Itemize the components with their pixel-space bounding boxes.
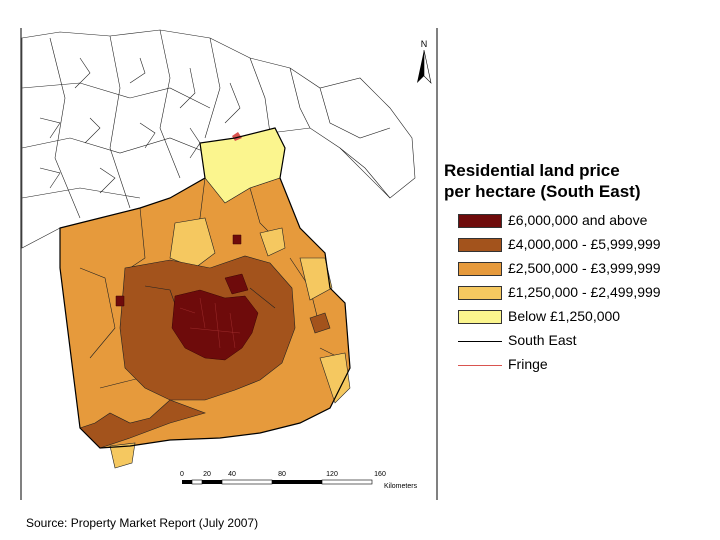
legend-item: £4,000,000 - £5,999,999 xyxy=(444,234,714,258)
legend-item: £6,000,000 and above xyxy=(444,210,714,234)
legend-label: South East xyxy=(508,332,577,348)
legend-label: Fringe xyxy=(508,356,548,372)
legend-swatch xyxy=(458,214,502,228)
north-arrow-label: N xyxy=(421,39,428,49)
legend-item: £2,500,000 - £3,999,999 xyxy=(444,258,714,282)
legend-label: £2,500,000 - £3,999,999 xyxy=(508,260,661,276)
legend-line-swatch xyxy=(458,341,502,342)
scale-bar: 0 20 40 80 120 160 Kilometers xyxy=(180,471,418,490)
legend-label: £6,000,000 and above xyxy=(508,212,648,228)
legend-line-swatch xyxy=(458,365,502,366)
legend-item: South East xyxy=(444,330,714,354)
region-1250k-2499k xyxy=(109,217,351,469)
scale-tick: 20 xyxy=(203,471,211,478)
region-6000k-above xyxy=(115,234,259,361)
scale-tick: 40 xyxy=(228,471,236,478)
legend-title: Residential land price per hectare (Sout… xyxy=(444,160,714,202)
legend-title-line1: Residential land price xyxy=(444,161,620,180)
legend-swatch xyxy=(458,238,502,252)
scale-tick: 80 xyxy=(278,471,286,478)
scale-unit: Kilometers xyxy=(384,483,418,490)
legend-label: £4,000,000 - £5,999,999 xyxy=(508,236,661,252)
map-legend: Residential land price per hectare (Sout… xyxy=(444,160,714,378)
south-east-boundary xyxy=(59,127,351,449)
legend-swatch xyxy=(458,310,502,324)
legend-item: Fringe xyxy=(444,354,714,378)
scale-tick: 160 xyxy=(374,471,386,478)
legend-title-line2: per hectare (South East) xyxy=(444,182,641,201)
legend-label: Below £1,250,000 xyxy=(508,308,621,324)
map-frame: N 0 20 40 80 120 160 Kilometers xyxy=(20,28,438,500)
legend-item: Below £1,250,000 xyxy=(444,306,714,330)
legend-swatch xyxy=(458,286,502,300)
scale-tick: 0 xyxy=(180,471,184,478)
legend-swatch xyxy=(458,262,502,276)
outer-districts xyxy=(21,29,416,249)
legend-item: £1,250,000 - £2,499,999 xyxy=(444,282,714,306)
north-arrow: N xyxy=(417,39,432,84)
legend-label: £1,250,000 - £2,499,999 xyxy=(508,284,661,300)
scale-tick: 120 xyxy=(326,471,338,478)
map-canvas: N 0 20 40 80 120 160 Kilometers xyxy=(20,28,438,500)
source-note: Source: Property Market Report (July 200… xyxy=(26,516,259,530)
fringe-marker xyxy=(232,132,242,141)
